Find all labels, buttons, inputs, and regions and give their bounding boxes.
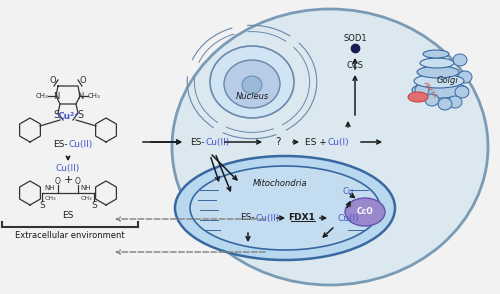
Text: CcO: CcO (356, 208, 374, 216)
Ellipse shape (210, 46, 294, 118)
Text: FDX1: FDX1 (288, 213, 316, 223)
Ellipse shape (455, 86, 469, 98)
Text: S: S (53, 110, 59, 120)
Text: Cu: Cu (342, 188, 353, 196)
Ellipse shape (458, 71, 472, 83)
Ellipse shape (408, 92, 428, 102)
Text: S: S (39, 201, 45, 211)
Text: ES: ES (62, 211, 74, 220)
Text: O: O (80, 76, 86, 84)
Ellipse shape (448, 96, 462, 108)
Text: Golgi: Golgi (437, 76, 459, 84)
Ellipse shape (438, 98, 452, 110)
Text: ?: ? (275, 137, 281, 147)
Ellipse shape (345, 198, 385, 226)
Text: O: O (55, 176, 61, 186)
Text: ES-: ES- (54, 139, 68, 148)
Text: O: O (50, 76, 56, 84)
Text: CH₃: CH₃ (88, 93, 101, 99)
Ellipse shape (412, 82, 468, 98)
Text: ATP7A: ATP7A (422, 81, 438, 99)
Text: Cu(I): Cu(I) (338, 213, 359, 223)
Text: Extracellular environment: Extracellular environment (15, 230, 125, 240)
Text: Nucleus: Nucleus (236, 91, 268, 101)
Ellipse shape (190, 166, 380, 250)
Text: ES-: ES- (190, 138, 205, 146)
Text: Cu(II): Cu(II) (68, 139, 92, 148)
Text: ES +: ES + (305, 138, 330, 146)
Ellipse shape (420, 58, 454, 68)
Ellipse shape (425, 94, 439, 106)
Text: Cu(II): Cu(II) (56, 163, 80, 173)
Ellipse shape (423, 50, 449, 58)
Ellipse shape (453, 54, 467, 66)
Text: CH₃: CH₃ (44, 196, 56, 201)
Text: NH: NH (81, 185, 92, 191)
Text: S: S (91, 201, 97, 211)
Text: NH: NH (45, 185, 56, 191)
Ellipse shape (417, 66, 459, 78)
Ellipse shape (175, 156, 395, 260)
Text: Mitochondria: Mitochondria (252, 178, 308, 188)
Ellipse shape (242, 76, 262, 94)
Text: Cu(I): Cu(I) (328, 138, 349, 146)
Ellipse shape (224, 60, 280, 108)
Ellipse shape (414, 74, 464, 88)
Text: O: O (75, 176, 81, 186)
Text: ES-: ES- (240, 213, 255, 223)
Ellipse shape (172, 9, 488, 285)
Text: +: + (64, 175, 72, 185)
Text: N: N (77, 91, 83, 101)
Text: Cu(II): Cu(II) (205, 138, 229, 146)
Text: CH₃: CH₃ (80, 196, 92, 201)
Text: Cu²⁺: Cu²⁺ (57, 111, 79, 121)
Text: CCS: CCS (346, 61, 364, 69)
Text: SOD1: SOD1 (343, 34, 367, 43)
Ellipse shape (415, 84, 429, 96)
Text: N: N (53, 91, 59, 101)
Text: Cu(II): Cu(II) (255, 213, 279, 223)
Text: CH₃: CH₃ (36, 93, 49, 99)
Text: S: S (77, 110, 83, 120)
